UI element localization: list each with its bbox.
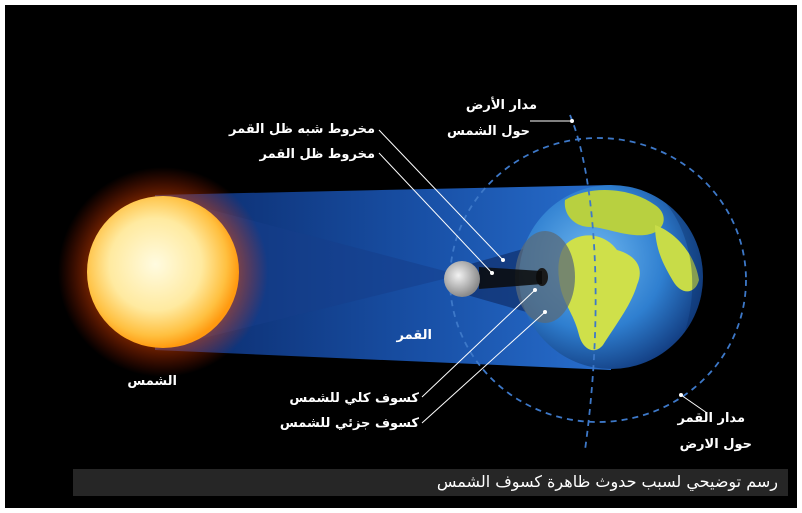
sun (58, 167, 268, 377)
umbra-cone (479, 267, 542, 289)
diagram-canvas (58, 114, 747, 451)
leader-penumbra (378, 129, 504, 261)
leader-dots (490, 119, 683, 397)
sun-label: الشمس (127, 374, 177, 389)
umbra-cone-label: مخروط ظل القمر (259, 147, 375, 162)
penumbra-cone-label: مخروط شبه ظل القمر (229, 122, 375, 137)
leader-partial (421, 311, 546, 424)
partial-eclipse-label: كسوف جزئي للشمس (279, 416, 419, 431)
eclipse-diagram: مدار الأرض حول الشمس مخروط شبه ظل القمر … (5, 5, 797, 508)
leader-lines (378, 120, 708, 424)
caption-bar: رسم توضيحي لسبب حدوث ظاهرة كسوف الشمس (73, 469, 788, 496)
moon-label: القمر (396, 328, 433, 343)
total-eclipse-label: كسوف كلي للشمس (289, 391, 419, 406)
moon (444, 261, 480, 297)
moon-orbit-label-line1: مدار القمر (677, 411, 745, 426)
earth-orbit-label-line2: حول الشمس (447, 124, 530, 139)
caption-text: رسم توضيحي لسبب حدوث ظاهرة كسوف الشمس (436, 472, 778, 491)
africa-landmass (558, 235, 640, 351)
leader-umbra (378, 152, 493, 274)
moon-orbit-label-line2: حول الارض (679, 437, 752, 452)
earth-orbit-label-line1: مدار الأرض (465, 98, 537, 113)
leader-moon-orbit (680, 394, 708, 414)
asia-landmass (655, 225, 699, 292)
leader-total (421, 289, 536, 398)
